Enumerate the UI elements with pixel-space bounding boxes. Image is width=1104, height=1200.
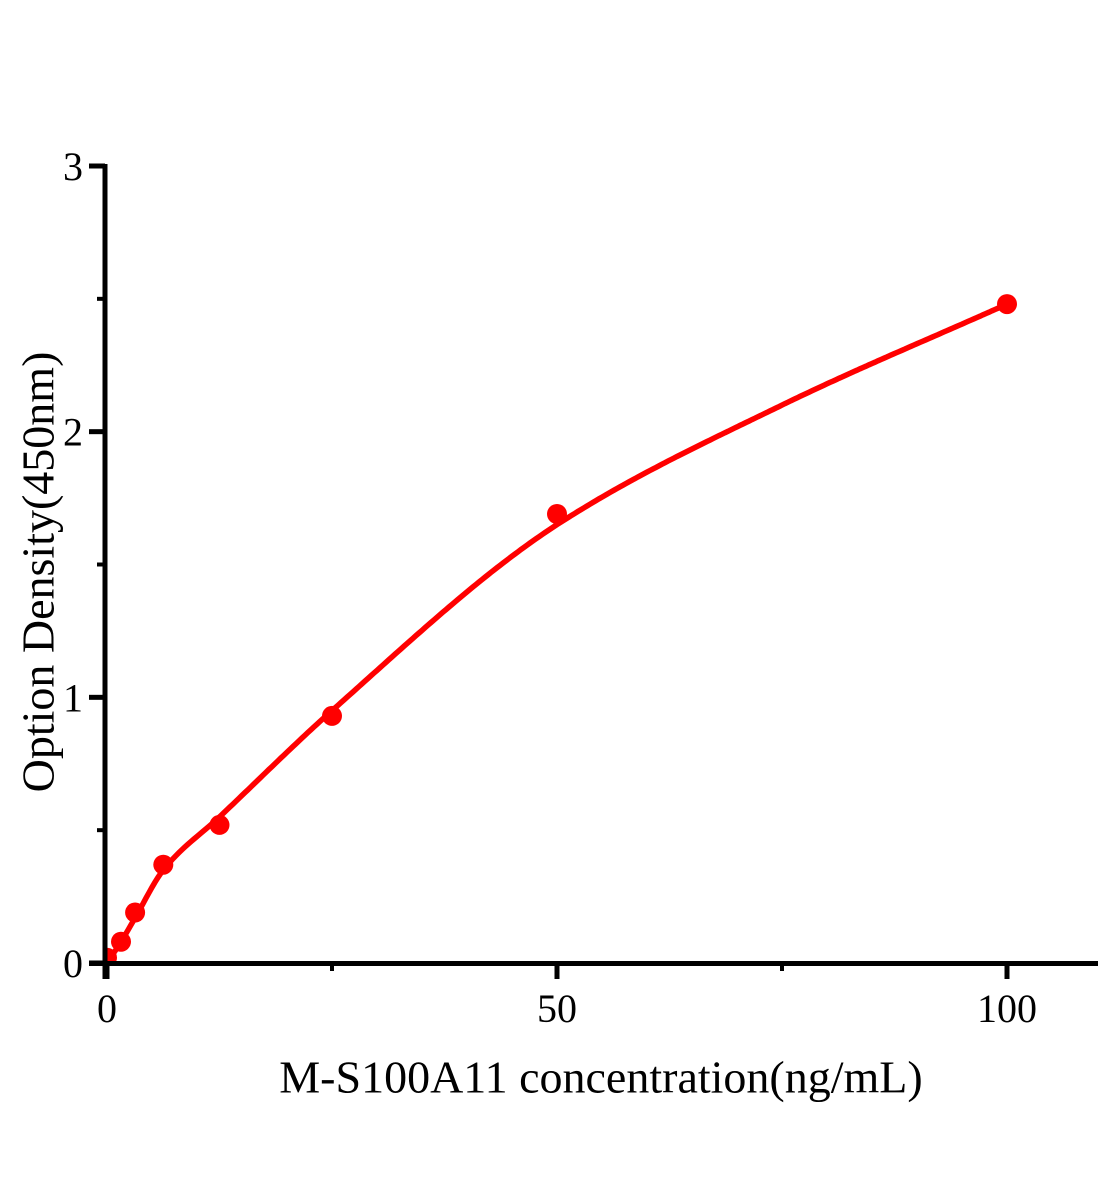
y-axis-title: Option Density(450nm) [12,351,64,793]
data-point [111,931,131,952]
y-tick-label: 3 [63,144,83,189]
y-tick-label: 1 [63,675,83,720]
x-tick-label: 0 [97,986,117,1031]
x-tick-label: 50 [537,986,577,1031]
data-point [997,294,1017,315]
data-point [322,705,342,726]
x-tick-label: 100 [977,986,1037,1031]
x-axis-title: M-S100A11 concentration(ng/mL) [279,1051,923,1103]
data-point [153,854,174,875]
data-point [209,814,230,835]
data-point [547,504,567,524]
fit-curve [104,301,1010,964]
data-point [125,902,146,923]
y-tick-label: 2 [63,410,83,455]
y-tick-label: 0 [63,941,83,986]
